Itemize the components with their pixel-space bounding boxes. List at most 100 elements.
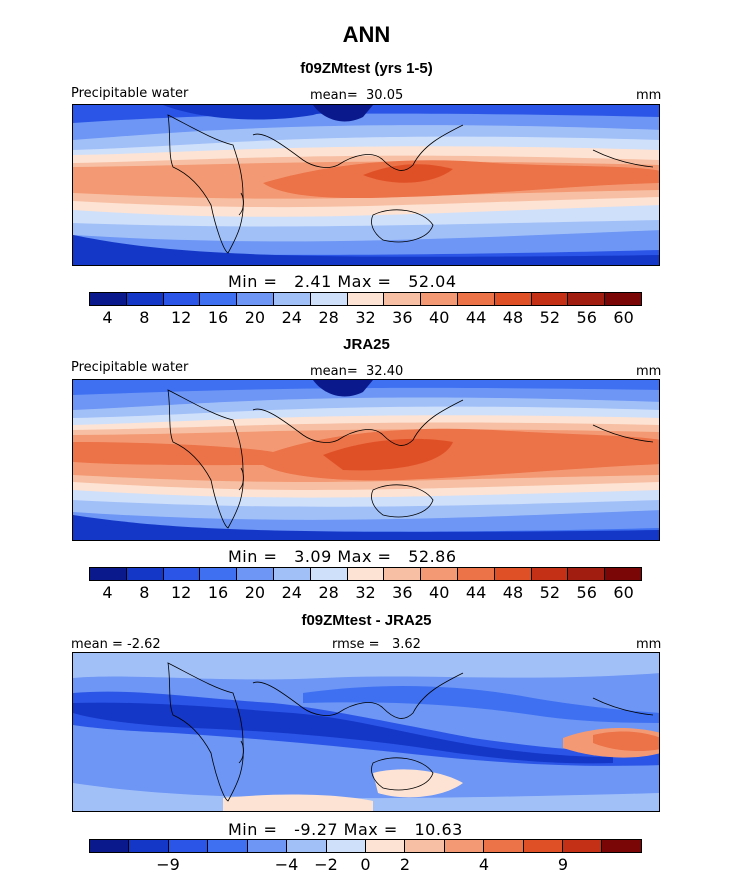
panel2-colorbar-ticks: 4 8 12 16 20 24 28 32 36 40 44 48 52 56 60 [89, 583, 642, 603]
panel1-variable-label: Precipitable water [71, 86, 189, 101]
panel1-min-value: 2.41 [294, 272, 332, 291]
colorbar-swatch [605, 568, 641, 580]
colorbar-tick-label: 60 [613, 583, 634, 602]
colorbar-swatch [384, 293, 422, 305]
colorbar-tick-label: 36 [392, 308, 413, 327]
colorbar-tick-label: 4 [102, 583, 113, 602]
colorbar-swatch [563, 840, 603, 852]
panel3-map [72, 652, 660, 812]
colorbar-tick-label: 52 [539, 583, 561, 602]
colorbar-tick-label: 48 [502, 308, 524, 327]
colorbar-tick-label: 28 [318, 308, 339, 327]
colorbar-tick-label: 0 [360, 855, 371, 874]
colorbar-swatch [494, 568, 532, 580]
colorbar-swatch [347, 568, 385, 580]
colorbar-swatch [568, 568, 606, 580]
colorbar-tick-label: 16 [207, 583, 229, 602]
colorbar-tick-label: 24 [281, 308, 302, 327]
colorbar-tick-label: 20 [244, 583, 266, 602]
colorbar-swatch [605, 293, 641, 305]
colorbar-swatch [237, 293, 274, 305]
panel3-colorbar [89, 839, 642, 853]
colorbar-tick-label: 20 [244, 308, 266, 327]
colorbar-tick-label: 48 [502, 583, 524, 602]
colorbar-tick-label: 16 [207, 308, 229, 327]
panel2-title: JRA25 [343, 336, 390, 353]
panel1-map [72, 104, 660, 266]
panel2-units: mm [636, 364, 662, 379]
panel2-map [72, 379, 660, 541]
panel1-colorbar-ticks: 4 8 12 16 20 24 28 32 36 40 44 48 52 56 60 [89, 308, 642, 328]
panel3-map-svg [73, 653, 659, 811]
colorbar-tick-label: 44 [465, 308, 487, 327]
colorbar-swatch [163, 293, 201, 305]
colorbar-swatch [287, 840, 327, 852]
colorbar-swatch [126, 293, 164, 305]
colorbar-tick-label: −4 [274, 855, 299, 874]
panel3-units: mm [636, 637, 662, 652]
panel3-title: f09ZMtest - JRA25 [301, 612, 432, 629]
panel1-mean-label: mean= 30.05 [310, 88, 404, 103]
colorbar-swatch [129, 840, 169, 852]
colorbar-tick-label: 28 [318, 583, 339, 602]
colorbar-swatch [200, 568, 238, 580]
colorbar-tick-label: 12 [170, 583, 192, 602]
colorbar-tick-label: −9 [156, 855, 180, 874]
colorbar-swatch [326, 840, 366, 852]
colorbar-tick-label: 4 [102, 308, 113, 327]
colorbar-swatch [523, 840, 564, 852]
panel3-colorbar-ticks: −9 −4 −2 0 2 4 9 [89, 855, 642, 875]
colorbar-tick-label: 32 [355, 583, 376, 602]
colorbar-swatch [310, 293, 348, 305]
panel2-mean-label: mean= 32.40 [310, 364, 404, 379]
panel2-mean-value: 32.40 [366, 364, 404, 379]
panel1-title: f09ZMtest (yrs 1-5) [300, 60, 433, 77]
colorbar-swatch [200, 293, 238, 305]
colorbar-swatch [273, 293, 311, 305]
colorbar-swatch [126, 568, 164, 580]
panel2-colorbar [89, 567, 642, 581]
colorbar-tick-label: 40 [429, 583, 450, 602]
colorbar-tick-label: 4 [478, 855, 490, 874]
colorbar-swatch [365, 840, 406, 852]
colorbar-swatch [384, 568, 422, 580]
colorbar-tick-label: −2 [314, 855, 338, 874]
colorbar-swatch [168, 840, 209, 852]
panel1-mean-value: 30.05 [366, 88, 404, 103]
colorbar-swatch [90, 293, 127, 305]
panel2-map-svg [73, 380, 659, 540]
colorbar-tick-label: 8 [139, 583, 150, 602]
panel1-max-value: 52.04 [408, 272, 457, 291]
colorbar-swatch [273, 568, 311, 580]
colorbar-swatch [531, 293, 569, 305]
panel2-variable-label: Precipitable water [71, 360, 189, 375]
colorbar-tick-label: 9 [557, 855, 569, 874]
colorbar-swatch [444, 840, 485, 852]
colorbar-swatch [310, 568, 348, 580]
colorbar-swatch [90, 568, 127, 580]
colorbar-swatch [421, 293, 458, 305]
colorbar-tick-label: 36 [392, 583, 413, 602]
colorbar-swatch [247, 840, 288, 852]
colorbar-tick-label: 8 [139, 308, 150, 327]
colorbar-swatch [347, 293, 385, 305]
panel3-min-value: -9.27 [294, 820, 339, 839]
colorbar-swatch [457, 568, 495, 580]
figure-title: ANN [342, 22, 391, 47]
colorbar-tick-label: 56 [576, 308, 597, 327]
colorbar-tick-label: 2 [399, 855, 411, 874]
panel3-mean-label: mean = -2.62 [71, 637, 161, 652]
colorbar-swatch [494, 293, 532, 305]
colorbar-tick-label: 52 [539, 308, 561, 327]
panel3-minmax: Min = -9.27 Max = 10.63 [228, 820, 463, 839]
panel1-minmax: Min = 2.41 Max = 52.04 [228, 272, 457, 291]
colorbar-tick-label: 60 [613, 308, 634, 327]
colorbar-tick-label: 24 [281, 583, 302, 602]
panel1-units: mm [636, 88, 662, 103]
colorbar-swatch [602, 840, 641, 852]
panel3-rmse-value: 3.62 [391, 637, 421, 652]
colorbar-tick-label: 32 [355, 308, 376, 327]
colorbar-tick-label: 40 [429, 308, 450, 327]
panel2-max-value: 52.86 [408, 547, 457, 566]
colorbar-tick-label: 56 [576, 583, 597, 602]
